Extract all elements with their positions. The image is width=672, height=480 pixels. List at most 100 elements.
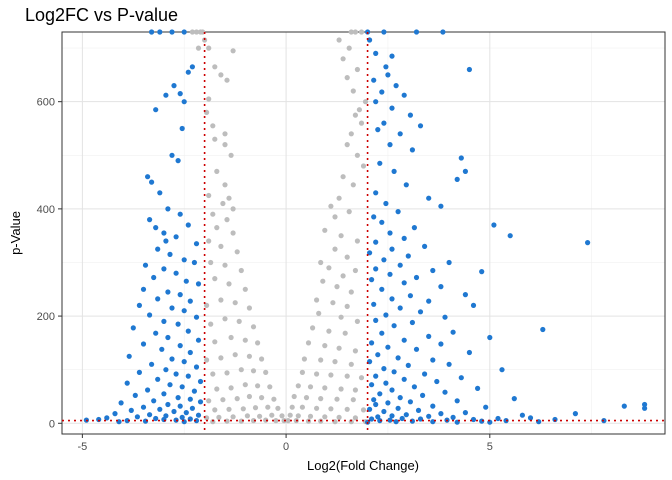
data-point — [181, 308, 187, 314]
y-tick-label: 0 — [49, 418, 55, 430]
data-point — [153, 415, 159, 422]
data-point — [438, 284, 444, 290]
data-point — [373, 401, 379, 408]
data-point — [222, 131, 228, 137]
data-point — [344, 142, 350, 148]
data-point — [210, 371, 216, 377]
data-point — [470, 416, 477, 423]
data-point — [385, 72, 391, 78]
data-point — [475, 385, 481, 391]
data-point — [214, 386, 220, 392]
data-point — [422, 243, 428, 249]
data-point — [322, 414, 328, 420]
data-point — [228, 334, 234, 341]
data-point — [642, 401, 648, 408]
data-point — [336, 345, 342, 351]
data-point — [189, 405, 195, 411]
data-point — [195, 45, 202, 51]
data-point — [214, 168, 220, 174]
data-point — [540, 326, 546, 333]
data-point — [140, 286, 147, 292]
data-point — [354, 66, 360, 73]
data-point — [395, 355, 401, 361]
data-point — [413, 274, 420, 281]
data-point — [346, 45, 352, 51]
data-point — [417, 309, 424, 315]
data-point — [379, 330, 385, 336]
data-point — [257, 413, 263, 419]
data-point — [212, 64, 218, 70]
data-point — [426, 333, 432, 339]
data-point — [222, 316, 228, 322]
data-point — [358, 375, 365, 381]
data-point — [167, 251, 173, 257]
data-point — [147, 217, 153, 223]
data-point — [275, 405, 281, 411]
data-point — [369, 382, 375, 388]
data-point — [212, 339, 218, 345]
data-point — [267, 384, 273, 390]
data-point — [470, 302, 477, 308]
data-point — [420, 392, 426, 398]
data-point — [177, 403, 183, 409]
data-point — [214, 225, 220, 231]
data-point — [340, 56, 346, 62]
data-point — [287, 412, 293, 418]
data-point — [169, 29, 175, 35]
data-point — [438, 411, 444, 417]
data-point — [155, 296, 161, 302]
data-point — [177, 211, 183, 217]
data-point — [401, 235, 407, 241]
data-point — [342, 330, 348, 336]
data-point — [434, 378, 440, 385]
data-point — [314, 297, 320, 303]
data-point — [318, 357, 324, 363]
data-point — [381, 29, 387, 35]
data-point — [181, 359, 187, 365]
data-point — [289, 404, 295, 410]
data-point — [173, 234, 179, 240]
data-point — [234, 396, 240, 402]
data-point — [140, 404, 147, 410]
data-point — [181, 29, 187, 35]
data-point — [189, 64, 195, 70]
data-point — [307, 384, 314, 390]
data-point — [391, 168, 397, 174]
data-point — [165, 334, 171, 341]
data-point — [208, 259, 214, 266]
data-point — [226, 406, 232, 412]
data-point — [191, 259, 197, 266]
data-point — [183, 410, 189, 416]
data-point — [224, 217, 230, 223]
data-point — [507, 233, 513, 239]
data-point — [344, 406, 350, 412]
data-point — [387, 417, 393, 423]
data-point — [395, 405, 401, 411]
data-point — [338, 386, 344, 392]
data-point — [279, 413, 285, 419]
data-point — [153, 107, 159, 113]
data-point — [136, 302, 142, 308]
data-point — [393, 83, 399, 89]
data-point — [197, 29, 204, 35]
data-point — [344, 303, 350, 309]
data-point — [242, 286, 248, 292]
data-point — [246, 393, 252, 400]
data-point — [291, 393, 297, 400]
data-point — [206, 238, 212, 244]
y-tick-label: 200 — [37, 311, 55, 323]
data-point — [373, 99, 379, 105]
data-point — [112, 411, 118, 417]
data-point — [389, 296, 395, 302]
data-point — [352, 29, 358, 35]
data-point — [134, 414, 140, 420]
data-point — [340, 273, 346, 279]
data-point — [454, 176, 460, 182]
data-point — [360, 407, 367, 413]
data-point — [185, 328, 191, 334]
data-point — [173, 371, 179, 377]
data-point — [371, 301, 377, 307]
data-point — [273, 418, 279, 424]
data-point — [407, 293, 413, 299]
